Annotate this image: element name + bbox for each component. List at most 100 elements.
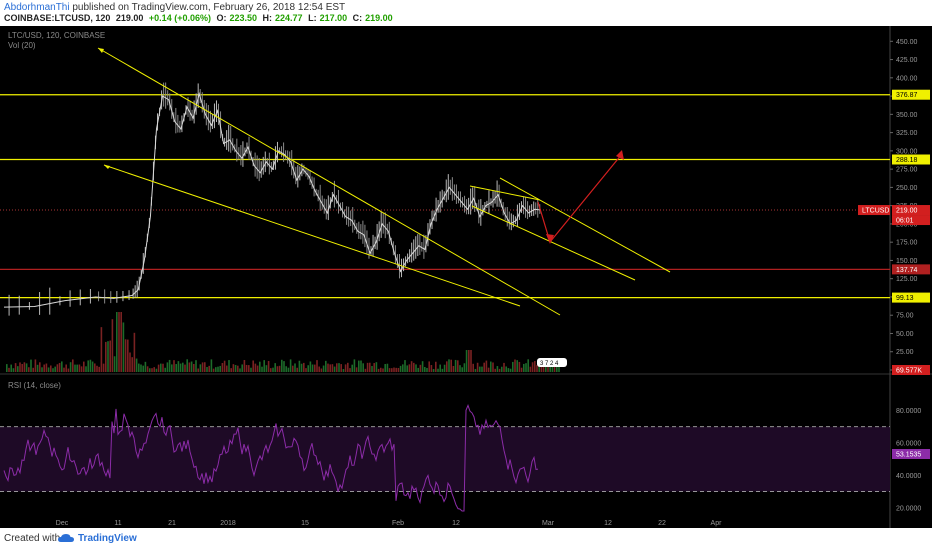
volume-bar: [241, 364, 243, 372]
volume-bar: [261, 366, 263, 372]
level-label: 376.87: [896, 92, 918, 99]
last-price-bg: [892, 205, 930, 216]
volume-bar: [525, 363, 527, 372]
volume-bar: [364, 368, 367, 372]
volume-bar: [87, 360, 89, 372]
volume-bar: [362, 363, 364, 372]
rsi-tick-label: 40.0000: [896, 473, 921, 480]
trend-line: [97, 47, 561, 316]
volume-bar: [472, 363, 474, 372]
volume-bar: [366, 362, 369, 372]
volume-bar: [399, 365, 402, 372]
y-tick-label: 425.00: [896, 57, 918, 64]
volume-bar: [474, 368, 477, 372]
countdown-bg: [892, 215, 930, 226]
volume-bar: [173, 360, 175, 372]
volume-bar: [289, 359, 292, 372]
low-value: 217.00: [319, 13, 348, 23]
volume-bar: [336, 363, 338, 372]
volume-legend: Vol (20): [8, 41, 36, 50]
trend-line: [469, 185, 541, 201]
chart-area[interactable]: 450.00425.00400.00375.00350.00325.00300.…: [0, 26, 932, 528]
volume-bar: [61, 361, 63, 372]
volume-bar: [142, 365, 144, 372]
y-tick-label: 50.00: [896, 331, 914, 338]
volume-bar: [551, 363, 554, 372]
volume-bar: [226, 365, 228, 372]
volume-bar: [83, 361, 85, 372]
volume-bar: [404, 360, 406, 372]
rsi-last-bg: [892, 448, 930, 459]
volume-bar: [307, 365, 309, 372]
volume-bar: [267, 360, 270, 372]
volume-bar: [391, 368, 393, 372]
level-label: 99.13: [896, 295, 914, 302]
chart-svg[interactable]: 450.00425.00400.00375.00350.00325.00300.…: [0, 26, 932, 528]
volume-bar: [36, 364, 39, 372]
x-tick-label: 12: [604, 520, 612, 527]
y-tick-label: 125.00: [896, 276, 918, 283]
volume-bar: [325, 360, 327, 372]
volume-bar: [529, 366, 532, 372]
trend-arrow-head: [98, 48, 104, 53]
volume-bar: [212, 368, 215, 372]
volume-bar: [135, 358, 138, 372]
x-tick-label: Apr: [711, 520, 723, 527]
footer: Created with TradingView: [0, 528, 932, 550]
volume-bar: [292, 365, 294, 372]
symbol-tag: LTCUSD: [862, 208, 889, 215]
volume-bar: [146, 366, 149, 372]
volume-bar: [505, 366, 507, 372]
high-label: H:: [262, 13, 273, 23]
volume-bar: [498, 368, 501, 372]
volume-bar: [527, 359, 529, 372]
volume-bar: [432, 368, 435, 372]
trend-line: [471, 205, 636, 281]
volume-bar: [492, 362, 494, 372]
volume-bar: [278, 365, 281, 372]
volume-bar: [30, 359, 32, 372]
volume-bar: [98, 366, 100, 372]
ohlc-line: COINBASE:LTCUSD, 120 219.00 +0.14 (+0.06…: [4, 13, 396, 23]
volume-bar: [67, 368, 70, 372]
volume-bar: [549, 365, 551, 372]
chart-header: AbdorhmanThi published on TradingView.co…: [0, 0, 932, 26]
change-value: +0.14 (+0.06%): [148, 13, 211, 23]
volume-bar: [448, 359, 450, 372]
volume-bar: [54, 366, 56, 372]
author-link[interactable]: AbdorhmanThi: [4, 2, 70, 13]
volume-bar: [426, 367, 428, 372]
chart-title: LTC/USD, 120, COINBASE: [8, 31, 105, 40]
volume-bar: [155, 368, 158, 372]
volume-bar: [197, 368, 199, 372]
volume-bar: [41, 367, 43, 372]
volume-bar: [496, 366, 499, 372]
volume-bar: [221, 363, 224, 372]
volume-bar: [417, 367, 419, 372]
volume-bar: [78, 364, 81, 372]
volume-bar: [534, 361, 536, 372]
volume-bar: [457, 360, 459, 372]
trend-line: [103, 164, 521, 307]
volume-bar: [228, 360, 230, 372]
volume-bar: [175, 364, 177, 372]
price-line: [3, 92, 541, 308]
volume-bar: [89, 359, 92, 372]
y-tick-label: 350.00: [896, 112, 918, 119]
volume-bar: [34, 359, 37, 372]
level-label-bg: [892, 264, 930, 275]
volume-bar: [538, 365, 540, 372]
tradingview-brand[interactable]: TradingView: [78, 533, 137, 544]
volume-bar: [52, 368, 54, 372]
volume-bar: [160, 363, 162, 372]
x-tick-label: 2018: [220, 520, 236, 527]
volume-bar: [514, 359, 516, 372]
volume-bar: [190, 361, 193, 372]
volume-bar: [250, 367, 252, 372]
volume-bar: [166, 362, 169, 372]
volume-bar: [151, 368, 153, 372]
y-tick-label: 250.00: [896, 185, 918, 192]
volume-bar: [373, 363, 375, 372]
volume-bar: [230, 368, 232, 372]
volume-bar: [259, 361, 261, 372]
